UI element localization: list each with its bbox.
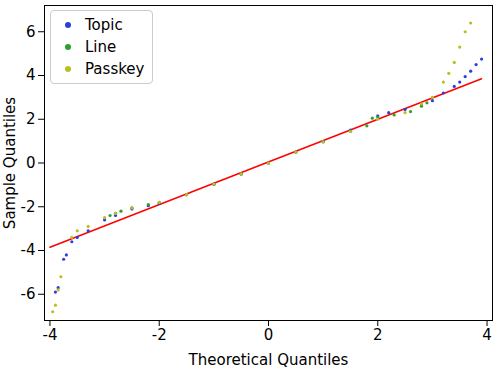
svg-text:Theoretical Quantiles: Theoretical Quantiles (188, 351, 349, 369)
svg-text:Sample Quantiles: Sample Quantiles (1, 97, 19, 229)
svg-text:-2: -2 (152, 326, 167, 344)
svg-text:-4: -4 (42, 326, 57, 344)
html-text:Line: Line (85, 38, 117, 56)
html-text:Topic: Topic (85, 16, 123, 34)
svg-text:-6: -6 (21, 285, 36, 303)
svg-text:6: 6 (26, 23, 36, 41)
svg-text:-2: -2 (21, 198, 36, 216)
svg-text:-4: -4 (21, 241, 36, 259)
svg-text:2: 2 (373, 326, 383, 344)
svg-text:0: 0 (264, 326, 274, 344)
svg-text:4: 4 (26, 66, 36, 84)
html-text:Passkey: Passkey (85, 60, 145, 78)
svg-text:4: 4 (482, 326, 492, 344)
svg-text:2: 2 (26, 110, 36, 128)
svg-text:0: 0 (26, 154, 36, 172)
